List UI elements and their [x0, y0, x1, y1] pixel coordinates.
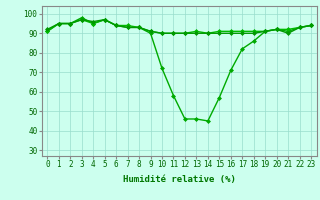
X-axis label: Humidité relative (%): Humidité relative (%): [123, 175, 236, 184]
